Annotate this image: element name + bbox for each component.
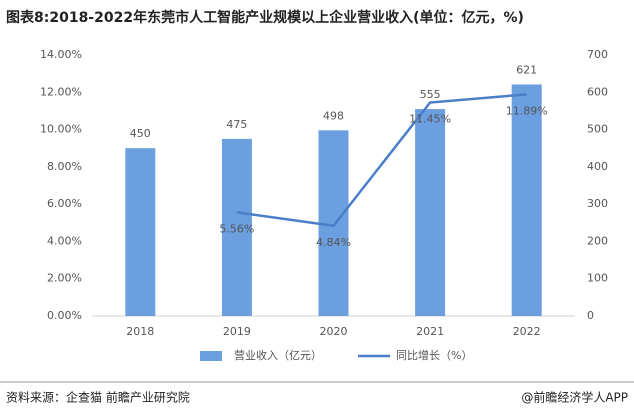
source: 资料来源：企查猫 前瞻产业研究院 xyxy=(6,390,190,405)
y-tick-label: 0.00% xyxy=(47,309,82,322)
bar-value-label: 498 xyxy=(323,109,344,122)
y-tick-label: 8.00% xyxy=(47,160,82,173)
y-tick-label: 12.00% xyxy=(40,85,82,98)
y-tick-label: 14.00% xyxy=(40,48,82,61)
y2-tick-label: 500 xyxy=(587,123,608,136)
x-tick-label: 2020 xyxy=(320,325,348,338)
credit: @前瞻经济学人APP xyxy=(521,390,628,405)
legend-label: 同比增长（%） xyxy=(396,348,472,362)
bar-value-label: 555 xyxy=(420,88,441,101)
line-value-label: 5.56% xyxy=(219,222,254,235)
x-tick-label: 2019 xyxy=(223,325,251,338)
line-value-label: 11.89% xyxy=(506,104,548,117)
bar-value-label: 475 xyxy=(226,118,247,131)
legend-label: 营业收入（亿元） xyxy=(234,348,322,362)
y2-tick-label: 300 xyxy=(587,197,608,210)
y2-tick-label: 400 xyxy=(587,160,608,173)
x-tick-label: 2018 xyxy=(126,325,154,338)
y2-tick-label: 0 xyxy=(587,309,594,322)
bar xyxy=(221,138,252,316)
line xyxy=(236,93,527,228)
line-value-label: 11.45% xyxy=(409,113,451,126)
bar xyxy=(511,84,542,316)
y-tick-label: 10.00% xyxy=(40,123,82,136)
bar xyxy=(125,148,156,316)
x-tick-label: 2022 xyxy=(513,325,541,338)
y-tick-label: 4.00% xyxy=(47,234,82,247)
y2-tick-label: 600 xyxy=(587,85,608,98)
bar-value-label: 621 xyxy=(516,63,537,76)
line-value-label: 4.84% xyxy=(316,236,351,249)
y-tick-label: 2.00% xyxy=(47,272,82,285)
y2-tick-label: 100 xyxy=(587,272,608,285)
y-tick-label: 6.00% xyxy=(47,197,82,210)
y2-tick-label: 200 xyxy=(587,234,608,247)
bar xyxy=(415,109,446,316)
bar-value-label: 450 xyxy=(130,127,151,140)
x-tick-label: 2021 xyxy=(416,325,444,338)
legend-swatch xyxy=(200,351,222,361)
y2-tick-label: 700 xyxy=(587,48,608,61)
chart-title: 图表8:2018-2022年东莞市人工智能产业规模以上企业营业收入(单位：亿元，… xyxy=(6,9,524,26)
